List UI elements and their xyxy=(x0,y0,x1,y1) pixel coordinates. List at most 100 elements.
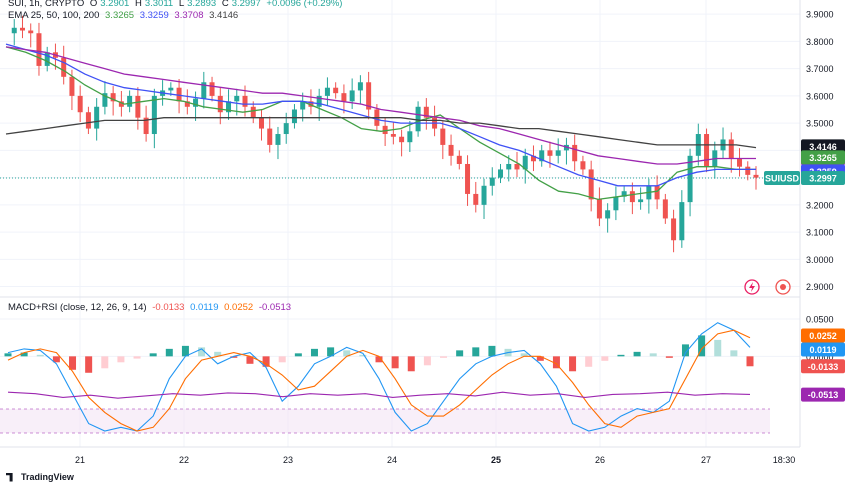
macd-label: MACD+RSI (close, 12, 26, 9, 14) xyxy=(8,302,147,313)
histogram-bar xyxy=(101,356,109,369)
macd-tick-label: 0.0500 xyxy=(806,314,834,324)
low-value: 3.2893 xyxy=(187,0,217,9)
ema200-value: 3.4146 xyxy=(209,10,239,21)
time-tick-label: 27 xyxy=(701,455,711,465)
histogram-bar xyxy=(149,353,157,357)
ema25-value: 3.3265 xyxy=(105,10,135,21)
time-tick-label: 18:30 xyxy=(773,455,796,465)
ema-label: EMA 25, 50, 100, 200 xyxy=(8,10,100,21)
candle-body xyxy=(662,199,668,219)
candle-body xyxy=(341,93,347,102)
candle-body xyxy=(184,101,190,107)
candle-body xyxy=(275,134,281,145)
candle-body xyxy=(745,166,751,175)
macd-axis: 0.0500 0.0000 xyxy=(806,314,834,361)
ema25-pill xyxy=(801,150,845,165)
histogram-bar xyxy=(230,356,238,358)
histogram-bar xyxy=(714,339,722,357)
histogram-bar xyxy=(391,356,399,369)
tradingview-logo[interactable]: TradingView xyxy=(6,472,74,482)
earnings-icon[interactable] xyxy=(775,279,791,295)
candle-body xyxy=(357,82,363,91)
macd-pill-text: 0.0119 xyxy=(809,345,836,355)
candle-body xyxy=(506,163,512,170)
price-tick-label: 3.7000 xyxy=(806,64,834,74)
candle-body xyxy=(110,93,116,102)
time-tick-label: 26 xyxy=(595,455,605,465)
candle-body xyxy=(300,101,306,110)
candle-body xyxy=(61,57,67,77)
hist-pill xyxy=(801,359,845,374)
rsi-value: -0.0513 xyxy=(258,302,292,313)
histogram-bar xyxy=(181,345,189,357)
histogram-bar xyxy=(278,356,286,363)
candle-body xyxy=(481,185,487,205)
time-tick-label: 25 xyxy=(491,455,501,465)
tradingview-icon xyxy=(6,472,13,482)
symbol-pill xyxy=(764,171,800,185)
candle-body xyxy=(514,163,520,170)
histogram-bar xyxy=(601,356,609,361)
histogram-bar xyxy=(165,348,173,357)
candle-body xyxy=(399,136,405,143)
gridlines xyxy=(0,0,800,447)
histogram-bar xyxy=(665,356,673,358)
lightning-icon[interactable] xyxy=(744,279,760,295)
ema100-value: 3.3708 xyxy=(174,10,204,21)
candle-body xyxy=(390,134,396,137)
histogram-bar xyxy=(20,352,28,357)
candle-body xyxy=(621,191,627,197)
candle-body xyxy=(69,76,75,96)
candle-body xyxy=(127,95,133,107)
histogram-bar xyxy=(488,345,496,357)
candle-body xyxy=(456,155,462,164)
candle-body xyxy=(605,210,611,219)
header-macd-line[interactable]: MACD+RSI (close, 12, 26, 9, 14) -0.0133 … xyxy=(8,302,294,313)
candle-body xyxy=(382,125,388,135)
candle-body xyxy=(201,82,207,99)
candle-body xyxy=(588,169,594,200)
time-tick-label: 24 xyxy=(387,455,397,465)
histogram-bar xyxy=(585,356,593,367)
close-value: 3.2997 xyxy=(231,0,261,9)
candle-body xyxy=(489,177,495,186)
signal-pill xyxy=(801,328,845,343)
rsi-pill-text: -0.0513 xyxy=(808,390,839,400)
histogram-bar xyxy=(262,356,270,367)
candle-body xyxy=(349,90,355,102)
candle-body xyxy=(151,95,157,135)
candle-body xyxy=(638,199,644,203)
time-axis: 21 22 23 24 25 26 27 18:30 xyxy=(75,455,795,465)
high-label: H xyxy=(134,0,142,9)
histogram-bar xyxy=(343,350,351,357)
symbol-line: SUI, 1h, CRYPTO xyxy=(8,0,85,9)
header-ema-line[interactable]: EMA 25, 50, 100, 200 3.3265 3.3259 3.370… xyxy=(8,10,241,21)
histogram-bar xyxy=(746,356,754,367)
price-tick-label: 3.5000 xyxy=(806,119,834,129)
candle-body xyxy=(415,106,421,132)
histogram-bar xyxy=(520,353,528,357)
ema-layer xyxy=(5,43,757,201)
histogram-bar xyxy=(117,356,125,363)
histogram-bar xyxy=(407,356,415,372)
candle-body xyxy=(11,27,17,34)
candle-body xyxy=(316,95,322,107)
histogram-bar xyxy=(359,354,367,357)
indicator-icons xyxy=(744,279,791,295)
candle-body xyxy=(118,101,124,107)
price-tick-label: 3.0000 xyxy=(806,255,834,265)
histogram-bar xyxy=(633,351,641,357)
histogram-bar xyxy=(4,353,12,357)
header-ohlc-line: SUI, 1h, CRYPTO O 3.2901 H 3.3011 L 3.2893 … xyxy=(8,0,345,9)
price-tick-label: 3.6000 xyxy=(806,91,834,101)
candle-body xyxy=(28,30,34,34)
candle-body xyxy=(168,87,174,91)
candle-body xyxy=(498,169,504,178)
histogram-bar xyxy=(246,356,254,364)
histogram-bar xyxy=(617,354,625,357)
candle-body xyxy=(522,155,528,170)
histogram-bar xyxy=(310,348,318,357)
histogram-bar xyxy=(472,347,480,357)
candle-body xyxy=(267,128,273,145)
